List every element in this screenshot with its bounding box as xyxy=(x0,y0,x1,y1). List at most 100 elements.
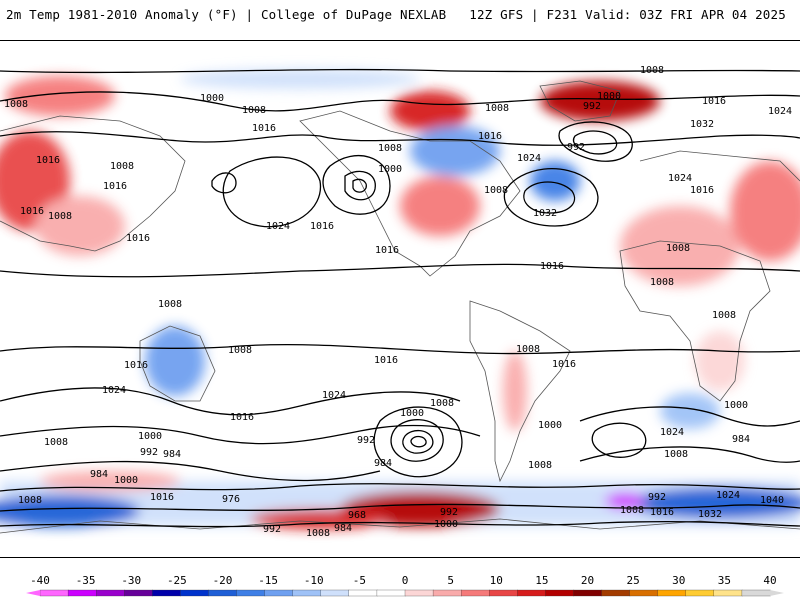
isobar-pacific-high-inner xyxy=(344,170,376,201)
isobar-label: 1016 xyxy=(126,233,150,244)
isobar-tropic-1008 xyxy=(0,263,800,278)
colorbar-bin xyxy=(713,589,743,597)
isobar-label: 1008 xyxy=(650,277,674,288)
isobar-label: 1024 xyxy=(668,173,692,184)
isobar-north-1 xyxy=(0,91,800,112)
isobar-label: 1008 xyxy=(620,505,644,516)
isobar-label: 1008 xyxy=(4,99,28,110)
colorbar-bin xyxy=(264,589,294,597)
header-bar: 2m Temp 1981-2010 Anomaly (°F) | College… xyxy=(0,0,800,40)
colorbar-tick-label: -40 xyxy=(30,574,50,587)
isobar-label: 1008 xyxy=(712,310,736,321)
isobar-label: 984 xyxy=(163,449,181,460)
isobar-label: 976 xyxy=(222,494,240,505)
isobar-label: 1032 xyxy=(698,509,722,520)
colorbar-bin xyxy=(67,589,97,597)
warm-anomaly-usa xyxy=(400,176,480,236)
isobar-pacific-high-2 xyxy=(322,155,391,215)
colorbar-tick-label: 20 xyxy=(581,574,594,587)
warm-anomaly-arctic xyxy=(390,91,470,131)
isobar-south-indian-low xyxy=(591,422,647,458)
australia-outline xyxy=(139,325,216,402)
isobar-label: 1008 xyxy=(664,449,688,460)
cool-anomaly-arctic xyxy=(180,69,420,89)
isobar-arctic xyxy=(0,68,800,74)
north-america-outline xyxy=(299,110,521,277)
isobar-label: 1016 xyxy=(690,185,714,196)
map-title: 2m Temp 1981-2010 Anomaly (°F) | College… xyxy=(6,7,447,22)
isobar-south-1 xyxy=(0,387,461,416)
cool-anomaly-atlantic xyxy=(530,161,580,201)
isobar-label: 1016 xyxy=(230,412,254,423)
colorbar-tick-label: 15 xyxy=(535,574,548,587)
isobar-label: 992 xyxy=(567,142,585,153)
isobar-label: 984 xyxy=(732,434,750,445)
isobar-label: 1008 xyxy=(430,398,454,409)
colorbar-tick-label: 35 xyxy=(718,574,731,587)
warm-anomaly-asia-2 xyxy=(35,196,125,256)
coastlines xyxy=(0,80,800,534)
isobar-south-2 xyxy=(0,424,481,445)
isobar-label: 1016 xyxy=(540,261,564,272)
isobar-south-indian-1 xyxy=(579,406,800,427)
colorbar-bin xyxy=(124,589,153,597)
colorbar-tick-label: 30 xyxy=(672,574,685,587)
africa-outline xyxy=(619,240,771,402)
isobar-south-low-outer xyxy=(373,406,463,478)
isobar-label: 1024 xyxy=(768,106,792,117)
colorbar-bin xyxy=(461,589,490,597)
colorbar-tick-label: -10 xyxy=(304,574,324,587)
warm-anomaly-chile xyxy=(503,351,527,431)
warm-anomaly-africa xyxy=(620,206,740,286)
colorbar-bin xyxy=(320,589,350,597)
colorbar-tick-label: 5 xyxy=(447,574,454,587)
isobar-label: 1024 xyxy=(517,153,541,164)
isobar-label: 1040 xyxy=(760,495,784,506)
colorbar-bin xyxy=(517,589,547,597)
isobar-label: 1016 xyxy=(150,492,174,503)
isobar-southern-belt-2 xyxy=(0,503,800,512)
isobar-label: 1016 xyxy=(478,131,502,142)
isobar-label: 1000 xyxy=(200,93,224,104)
colorbar-tick-label: -30 xyxy=(121,574,141,587)
colorbar-left-arrow xyxy=(26,590,40,596)
isobar-label: 1016 xyxy=(310,221,334,232)
colorbar-bin xyxy=(152,589,182,597)
isobar-label: 1008 xyxy=(516,344,540,355)
isobar-south-low-inner xyxy=(402,429,434,454)
colorbar-bin xyxy=(292,589,322,597)
colorbar-right-arrow xyxy=(770,590,784,596)
colorbar-bin xyxy=(404,589,434,597)
colorbar-legend: -40 -35 -30 -25 -20 -15 -10 -5 0 5 10 15 20 25 30 35 40 xyxy=(0,560,800,600)
colorbar-tick-label: -35 xyxy=(76,574,96,587)
isobar-label: 992 xyxy=(357,435,375,446)
colorbar-bins xyxy=(26,589,784,597)
cool-anomaly-south-indian xyxy=(630,487,800,519)
isobar-label: 1016 xyxy=(374,355,398,366)
isobar-label: 1008 xyxy=(228,345,252,356)
isobar-label: 992 xyxy=(648,492,666,503)
isobar-pacific-high xyxy=(222,156,322,228)
model-run-info: 12Z GFS | F231 Valid: 03Z FRI APR 04 202… xyxy=(469,7,786,22)
isobar-label: 1016 xyxy=(20,206,44,217)
isobar-south-3 xyxy=(0,460,381,482)
isobar-label: 1008 xyxy=(306,528,330,539)
map-canvas: 1008 1000 1008 1016 1016 1008 1016 1016 … xyxy=(0,65,800,539)
colorbar-tick-label: 0 xyxy=(402,574,409,587)
isobar-label: 1016 xyxy=(650,507,674,518)
isobar-label: 1000 xyxy=(138,431,162,442)
isobar-label: 1008 xyxy=(528,460,552,471)
cool-anomaly-canada xyxy=(410,126,500,176)
colorbar-bin xyxy=(96,589,125,597)
isobar-label: 992 xyxy=(140,447,158,458)
warm-anomaly-greenland xyxy=(540,81,660,121)
isobar-label: 992 xyxy=(583,101,601,112)
isobar-label: 1000 xyxy=(434,519,458,530)
colorbar-bin xyxy=(657,589,687,597)
isobar-south-low-core xyxy=(410,435,427,448)
isobar-south-indian-2 xyxy=(579,446,800,463)
isobar-label: 1016 xyxy=(36,155,60,166)
isobar-label: 1008 xyxy=(48,211,72,222)
isobar-label: 1000 xyxy=(378,164,402,175)
isobar-label: 1000 xyxy=(724,400,748,411)
